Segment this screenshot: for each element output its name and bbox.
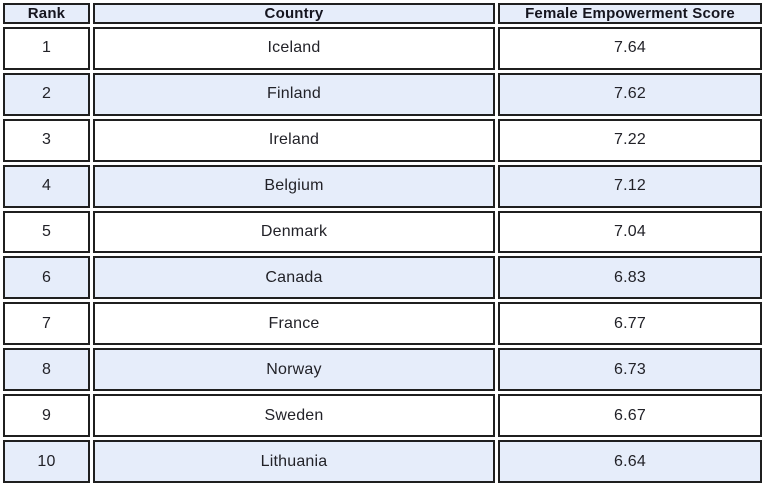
- country-cell: Denmark: [93, 210, 495, 254]
- country-cell: France: [93, 302, 495, 346]
- table-row: 3 Ireland 7.22: [3, 118, 762, 162]
- table-row: 10 Lithuania 6.64: [3, 440, 762, 483]
- country-cell: Belgium: [93, 164, 495, 208]
- score-cell: 6.77: [498, 302, 762, 346]
- score-cell: 7.64: [498, 27, 762, 70]
- rank-cell: 1: [3, 27, 90, 70]
- score-cell: 7.12: [498, 164, 762, 208]
- table-row: 8 Norway 6.73: [3, 348, 762, 392]
- rank-cell: 2: [3, 72, 90, 116]
- score-cell: 6.64: [498, 440, 762, 483]
- table-row: 6 Canada 6.83: [3, 256, 762, 300]
- score-cell: 6.73: [498, 348, 762, 392]
- country-cell: Lithuania: [93, 440, 495, 483]
- score-cell: 7.62: [498, 72, 762, 116]
- table-row: 9 Sweden 6.67: [3, 394, 762, 438]
- country-cell: Finland: [93, 72, 495, 116]
- column-header-rank: Rank: [3, 3, 90, 24]
- score-cell: 7.04: [498, 210, 762, 254]
- table-header: Rank Country Female Empowerment Score: [3, 3, 762, 24]
- header-row: Rank Country Female Empowerment Score: [3, 3, 762, 24]
- column-header-country: Country: [93, 3, 495, 24]
- table-row: 5 Denmark 7.04: [3, 210, 762, 254]
- score-cell: 7.22: [498, 118, 762, 162]
- country-cell: Sweden: [93, 394, 495, 438]
- rank-cell: 3: [3, 118, 90, 162]
- score-cell: 6.67: [498, 394, 762, 438]
- rank-cell: 8: [3, 348, 90, 392]
- rank-cell: 4: [3, 164, 90, 208]
- table-row: 2 Finland 7.62: [3, 72, 762, 116]
- country-cell: Norway: [93, 348, 495, 392]
- table-row: 7 France 6.77: [3, 302, 762, 346]
- country-cell: Ireland: [93, 118, 495, 162]
- rank-cell: 7: [3, 302, 90, 346]
- table-body: 1 Iceland 7.64 2 Finland 7.62 3 Ireland …: [3, 27, 762, 483]
- score-cell: 6.83: [498, 256, 762, 300]
- table-row: 1 Iceland 7.64: [3, 27, 762, 70]
- country-cell: Canada: [93, 256, 495, 300]
- rank-cell: 6: [3, 256, 90, 300]
- table-row: 4 Belgium 7.12: [3, 164, 762, 208]
- rank-cell: 5: [3, 210, 90, 254]
- country-cell: Iceland: [93, 27, 495, 70]
- column-header-score: Female Empowerment Score: [498, 3, 762, 24]
- rank-cell: 10: [3, 440, 90, 483]
- rank-cell: 9: [3, 394, 90, 438]
